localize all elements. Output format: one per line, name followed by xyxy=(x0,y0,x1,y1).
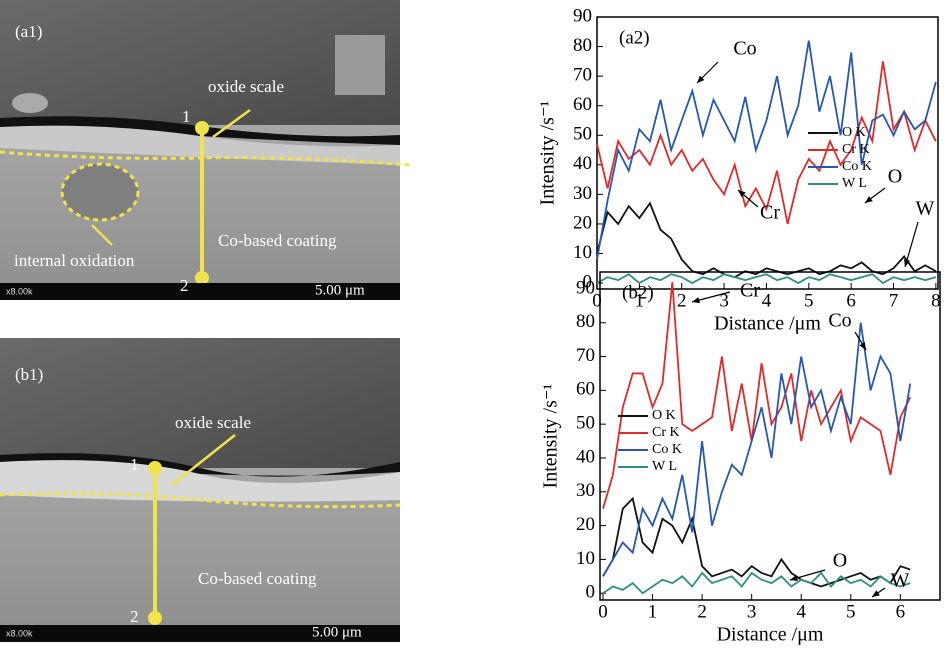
annotation: Co xyxy=(733,38,756,60)
panel-label: (b2) xyxy=(622,282,654,303)
x-tick-label: 8 xyxy=(931,290,941,311)
x-tick-label: 4 xyxy=(796,601,806,622)
y-tick-label: 90 xyxy=(576,277,595,298)
annotation: Co xyxy=(828,310,851,332)
x-tick-label: 6 xyxy=(846,290,856,311)
annotation: Co-based coating xyxy=(218,231,337,250)
series-line xyxy=(602,571,911,595)
x-tick-label: 4 xyxy=(762,290,772,311)
point-label: 1 xyxy=(130,455,139,474)
x-tick-label: 2 xyxy=(697,601,707,622)
legend-label: W L xyxy=(652,459,677,474)
annotation-arrow xyxy=(904,221,919,268)
y-tick-label: 80 xyxy=(576,311,595,332)
y-tick-label: 0 xyxy=(586,582,596,603)
series-line xyxy=(596,201,937,279)
y-axis-label: Intensity /s⁻¹ xyxy=(540,384,562,489)
arrow-head xyxy=(738,190,746,198)
x-axis-label: Distance /μm xyxy=(714,313,821,335)
annotation: internal oxidation xyxy=(14,251,135,270)
y-tick-label: 10 xyxy=(573,242,592,263)
x-tick-label: 5 xyxy=(846,601,856,622)
panel-label: (b1) xyxy=(15,365,43,384)
series-line xyxy=(602,322,912,577)
y-tick-label: 30 xyxy=(573,183,592,204)
arrow-head xyxy=(697,75,705,83)
series-line xyxy=(596,273,937,285)
legend-label: O K xyxy=(842,125,866,140)
scale-bar: 5.00 μm xyxy=(315,282,365,298)
y-tick-label: 20 xyxy=(573,212,592,233)
legend-label: W L xyxy=(842,176,867,191)
series-line xyxy=(602,282,912,509)
annotation: W xyxy=(891,570,910,592)
x-axis-label: Distance /μm xyxy=(717,624,824,646)
point-label: 2 xyxy=(130,607,139,626)
annotation: W xyxy=(916,198,935,220)
arrow-head xyxy=(865,196,873,203)
y-tick-label: 50 xyxy=(576,413,595,434)
legend-label: Cr K xyxy=(842,142,870,157)
panel-label: (a1) xyxy=(15,22,42,41)
x-tick-label: 2 xyxy=(677,290,687,311)
x-tick-label: 3 xyxy=(747,601,757,622)
y-tick-label: 60 xyxy=(576,379,595,400)
x-tick-label: 5 xyxy=(804,290,814,311)
arrow-head xyxy=(692,297,700,304)
y-tick-label: 50 xyxy=(573,124,592,145)
arrow-head xyxy=(872,590,880,597)
point-label: 2 xyxy=(180,276,189,295)
y-tick-label: 20 xyxy=(576,514,595,535)
annotation: O xyxy=(888,166,902,188)
y-tick-label: 80 xyxy=(573,35,592,56)
arrow-head xyxy=(904,259,911,267)
legend-label: Cr K xyxy=(652,425,680,440)
y-tick-label: 70 xyxy=(576,345,595,366)
annotation: Cr xyxy=(760,202,780,224)
plot-frame xyxy=(599,271,941,601)
y-tick-label: 70 xyxy=(573,64,592,85)
sem-image-b1: (b1) oxide scale 1 2 Co-based coating x8… xyxy=(0,338,401,642)
legend-label: Co K xyxy=(652,442,682,457)
plot-frame xyxy=(596,16,939,290)
annotation: O xyxy=(833,550,847,572)
legend-label: Co K xyxy=(842,159,872,174)
y-tick-label: 10 xyxy=(576,548,595,569)
y-axis-label: Intensity /s⁻¹ xyxy=(537,101,559,206)
sem-image-a1: (a1) oxide scale 1 2 internal oxidation … xyxy=(0,0,411,300)
scale-bar: 5.00 μm xyxy=(312,624,362,640)
x-tick-label: 1 xyxy=(635,290,645,311)
x-tick-label: 3 xyxy=(719,290,729,311)
annotation: oxide scale xyxy=(175,413,251,432)
y-tick-label: 60 xyxy=(573,94,592,115)
x-tick-label: 0 xyxy=(598,601,608,622)
point-label: 1 xyxy=(182,107,191,126)
x-tick-label: 0 xyxy=(592,290,602,311)
panel-label: (a2) xyxy=(619,27,650,48)
y-tick-label: 0 xyxy=(583,271,593,292)
series-line xyxy=(602,496,911,588)
arrow-head xyxy=(859,342,866,350)
legend-label: O K xyxy=(652,408,676,423)
x-tick-label: 6 xyxy=(896,601,906,622)
y-tick-label: 30 xyxy=(576,480,595,501)
arrow-head xyxy=(790,574,798,581)
magnification: x8.00k xyxy=(6,628,33,638)
x-tick-label: 7 xyxy=(889,290,899,311)
annotation: Co-based coating xyxy=(198,569,317,588)
y-tick-label: 90 xyxy=(573,5,592,26)
magnification: x8.00k xyxy=(6,286,33,296)
x-tick-label: 1 xyxy=(648,601,658,622)
annotation: oxide scale xyxy=(208,77,284,96)
y-tick-label: 40 xyxy=(573,153,592,174)
annotation: Cr xyxy=(740,280,760,302)
series-line xyxy=(596,61,937,225)
y-tick-label: 40 xyxy=(576,446,595,467)
series-line xyxy=(596,40,937,260)
